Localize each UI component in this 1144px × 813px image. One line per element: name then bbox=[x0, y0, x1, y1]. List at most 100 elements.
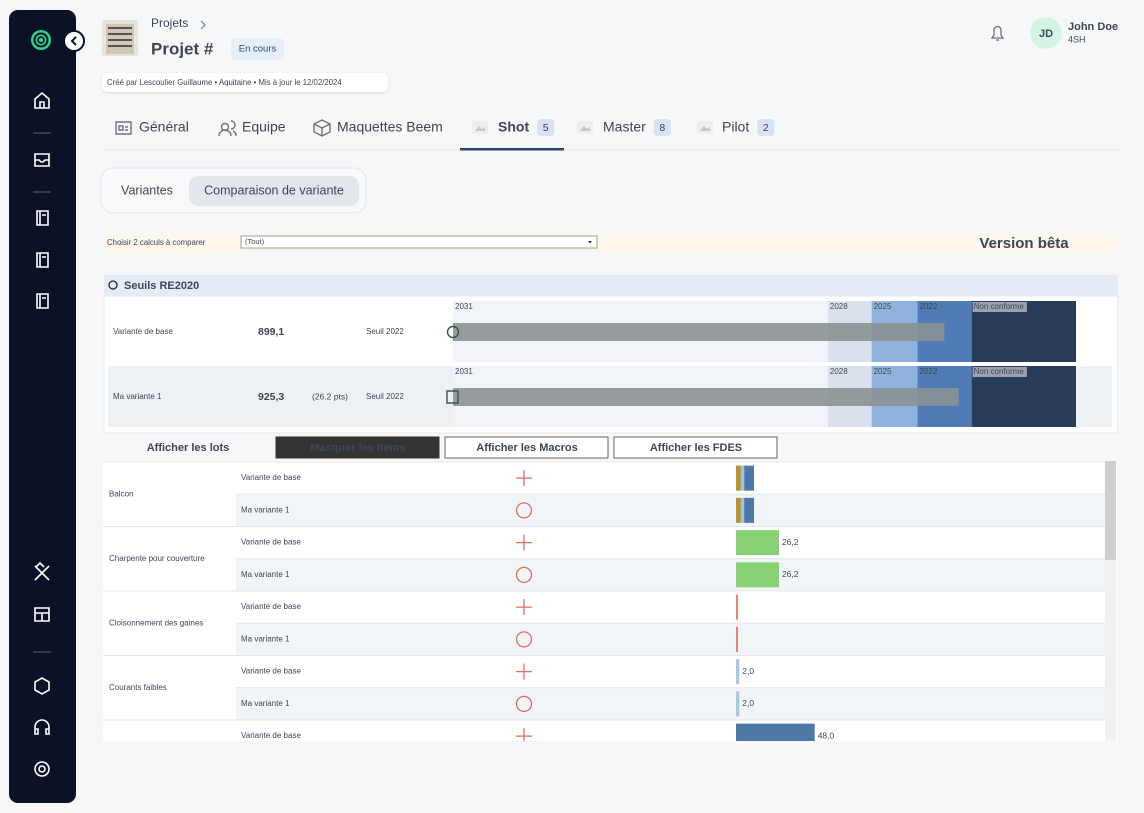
impact-bar bbox=[736, 691, 740, 717]
support-icon[interactable] bbox=[34, 719, 50, 735]
tab[interactable]: Master 8 bbox=[577, 119, 671, 136]
variant-name: Variante de base bbox=[113, 327, 173, 336]
row-bg bbox=[236, 687, 1105, 720]
variant-name: Variante de base bbox=[241, 731, 301, 740]
lot-name: Balcon bbox=[109, 489, 133, 498]
project-meta: Créé par Lescoulier Guillaume • Aquitain… bbox=[107, 78, 342, 87]
tab[interactable]: Général bbox=[115, 119, 189, 135]
avatar[interactable] bbox=[1030, 17, 1062, 49]
view-button[interactable]: Masquer les items bbox=[275, 436, 440, 459]
zone-label: 2028 bbox=[830, 367, 848, 376]
filter-select[interactable] bbox=[240, 235, 598, 249]
impact-bar bbox=[740, 465, 745, 491]
inbox-icon[interactable] bbox=[34, 153, 50, 167]
view-buttons: Afficher les lots Masquer les items Affich… bbox=[147, 436, 778, 459]
variant-marker bbox=[446, 390, 459, 404]
variant-name: Ma variante 1 bbox=[113, 392, 162, 401]
score-bar bbox=[453, 388, 959, 406]
impact-bar bbox=[740, 497, 745, 523]
tab-underline bbox=[460, 148, 564, 151]
scrollbar-thumb[interactable] bbox=[1105, 461, 1116, 560]
impact-value: 2,0 bbox=[742, 666, 754, 676]
impact-bar bbox=[736, 659, 740, 685]
book-icon[interactable] bbox=[36, 210, 49, 226]
layout-icon[interactable] bbox=[34, 607, 50, 622]
zone-label-bg bbox=[972, 302, 1027, 312]
tab-label: Général bbox=[139, 119, 189, 135]
help-icon[interactable] bbox=[34, 677, 50, 695]
tabs: Général Equipe Maquettes Beem Shot 5 Master 8 P… bbox=[115, 119, 775, 151]
meta-pill bbox=[102, 73, 388, 92]
book-icon[interactable] bbox=[36, 252, 49, 268]
tab-icon-shape bbox=[580, 126, 591, 131]
variant-name: Ma variante 1 bbox=[241, 570, 290, 579]
view-button[interactable]: Afficher les Macros bbox=[444, 436, 609, 459]
tools-icon[interactable] bbox=[34, 561, 50, 581]
impact-value: 2,0 bbox=[742, 698, 754, 708]
view-button[interactable]: Afficher les FDES bbox=[613, 436, 778, 459]
home-icon[interactable] bbox=[34, 91, 50, 109]
zone-label-bg bbox=[972, 367, 1027, 377]
zone-label: 2022 bbox=[920, 302, 938, 311]
collapse-button[interactable] bbox=[63, 30, 85, 52]
button-bg bbox=[275, 436, 440, 459]
tab[interactable]: Pilot 2 bbox=[697, 119, 775, 136]
variant-score: 899,1 bbox=[258, 326, 284, 338]
project-thumbnail bbox=[102, 20, 138, 56]
item-icon bbox=[516, 470, 532, 487]
tab-icon bbox=[313, 119, 331, 137]
view-button[interactable]: Afficher les lots bbox=[147, 442, 230, 454]
tab-icon-shape bbox=[475, 126, 486, 131]
lifebuoy-icon[interactable] bbox=[34, 761, 50, 777]
button-label: Afficher les FDES bbox=[650, 442, 742, 454]
zone-label: 2028 bbox=[830, 302, 848, 311]
item-icon bbox=[516, 534, 532, 551]
subtab[interactable]: Variantes bbox=[121, 183, 173, 197]
lot-name: Charpente pour couverture bbox=[109, 554, 205, 563]
item-icon bbox=[515, 695, 533, 713]
tab-icon-shape bbox=[700, 126, 711, 131]
status-pill bbox=[231, 38, 284, 60]
user-name: John Doe bbox=[1068, 21, 1118, 33]
notifications[interactable] bbox=[990, 25, 1005, 41]
item-icon bbox=[515, 502, 533, 519]
item-icon bbox=[516, 599, 532, 616]
variant-delta: (26.2 pts) bbox=[312, 391, 348, 401]
variant-name: Ma variante 1 bbox=[241, 699, 290, 708]
button-bg bbox=[444, 436, 609, 459]
variant-name: Variante de base bbox=[241, 602, 301, 611]
zone-label: 2022 bbox=[920, 367, 938, 376]
impact-bar bbox=[736, 594, 738, 620]
item-icon bbox=[516, 663, 532, 680]
zone-label: Non conforme bbox=[974, 302, 1025, 311]
breadcrumb-parent[interactable]: Projets bbox=[151, 16, 188, 30]
user-company: 4SH bbox=[1068, 34, 1086, 44]
zone-label: 2025 bbox=[874, 367, 892, 376]
zone-label: 2031 bbox=[455, 302, 473, 311]
thresholds-header bbox=[104, 275, 1118, 296]
lots-rows: Variante de base Ma variante 1 Balcon Varia… bbox=[103, 461, 1105, 741]
tab-label: Shot bbox=[498, 119, 529, 135]
row-bg bbox=[236, 558, 1105, 591]
logo bbox=[31, 30, 51, 50]
tab-label: Equipe bbox=[242, 119, 286, 135]
variant-name: Variante de base bbox=[241, 473, 301, 482]
tab-badge bbox=[653, 119, 671, 136]
tab[interactable]: Shot 5 bbox=[460, 119, 564, 151]
tab[interactable]: Maquettes Beem bbox=[313, 119, 443, 137]
scrollbar bbox=[1105, 461, 1116, 741]
avatar-initials: JD bbox=[1039, 28, 1053, 40]
book-icon[interactable] bbox=[36, 293, 49, 309]
impact-bar bbox=[744, 497, 755, 523]
breadcrumb-chevron bbox=[200, 20, 206, 30]
row-bg bbox=[236, 494, 1105, 527]
tab[interactable]: Equipe bbox=[218, 119, 286, 137]
tab-count: 5 bbox=[543, 122, 549, 134]
impact-bar bbox=[736, 465, 741, 491]
variant-name: Ma variante 1 bbox=[241, 505, 290, 514]
tab-icon bbox=[115, 121, 132, 135]
subtab[interactable]: Comparaison de variante bbox=[204, 183, 344, 197]
impact-value: 26,2 bbox=[782, 537, 799, 547]
